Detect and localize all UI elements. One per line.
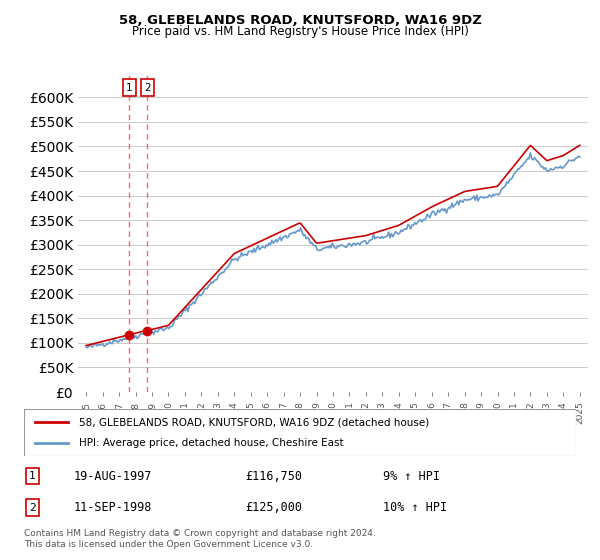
Text: 1: 1	[29, 471, 35, 481]
Text: Contains HM Land Registry data © Crown copyright and database right 2024.
This d: Contains HM Land Registry data © Crown c…	[24, 529, 376, 549]
Text: 2: 2	[144, 82, 151, 92]
Text: 11-SEP-1998: 11-SEP-1998	[74, 501, 152, 514]
Text: 10% ↑ HPI: 10% ↑ HPI	[383, 501, 447, 514]
Text: HPI: Average price, detached house, Cheshire East: HPI: Average price, detached house, Ches…	[79, 438, 344, 448]
Text: 58, GLEBELANDS ROAD, KNUTSFORD, WA16 9DZ (detached house): 58, GLEBELANDS ROAD, KNUTSFORD, WA16 9DZ…	[79, 417, 430, 427]
FancyBboxPatch shape	[24, 409, 576, 456]
Text: 58, GLEBELANDS ROAD, KNUTSFORD, WA16 9DZ: 58, GLEBELANDS ROAD, KNUTSFORD, WA16 9DZ	[119, 14, 481, 27]
Text: £125,000: £125,000	[245, 501, 302, 514]
Text: 9% ↑ HPI: 9% ↑ HPI	[383, 469, 440, 483]
Text: 2: 2	[29, 502, 35, 512]
Text: £116,750: £116,750	[245, 469, 302, 483]
Text: 19-AUG-1997: 19-AUG-1997	[74, 469, 152, 483]
Text: 1: 1	[126, 82, 133, 92]
Text: Price paid vs. HM Land Registry's House Price Index (HPI): Price paid vs. HM Land Registry's House …	[131, 25, 469, 38]
